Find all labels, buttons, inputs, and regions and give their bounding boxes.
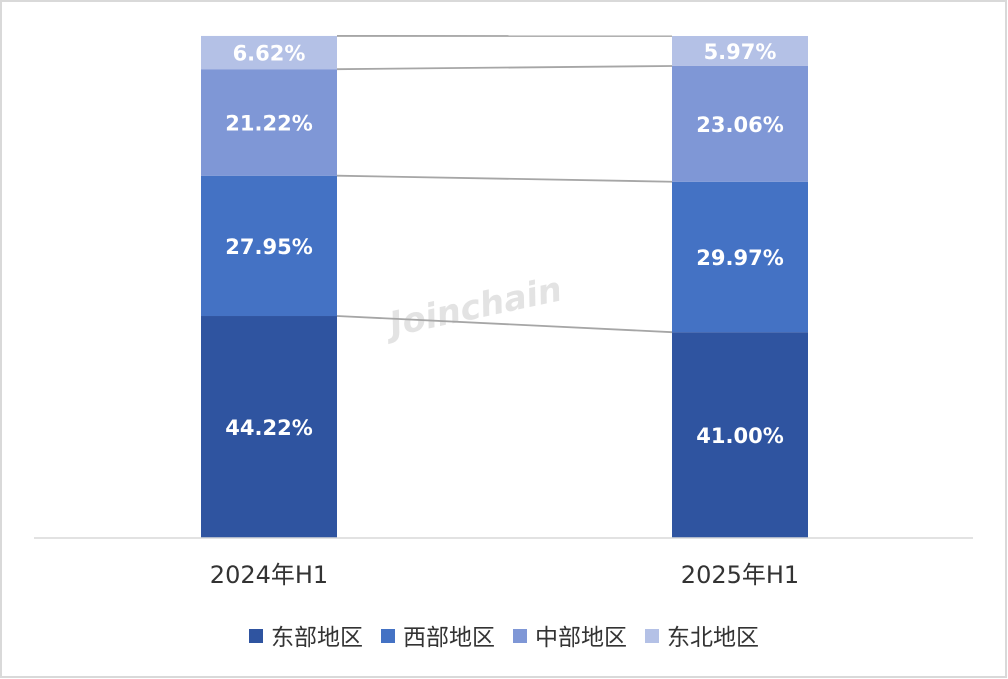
data-label: 41.00% [696,424,783,448]
category-label: 2024年H1 [210,561,328,589]
legend: 东部地区 西部地区 中部地区 东北地区 [249,625,759,651]
legend-swatch [381,629,395,643]
legend-item: 东部地区 [249,625,363,651]
category-labels-group: 2024年H1 2025年H1 [210,561,799,589]
bars-group [201,35,808,538]
series-connector-line [336,65,673,71]
bar-segment [201,175,337,317]
data-label: 44.22% [225,416,312,440]
data-label: 29.97% [696,246,783,270]
bar-segment [201,69,337,176]
legend-item: 东北地区 [645,625,759,651]
legend-label: 东北地区 [667,625,759,651]
legend-swatch [513,629,527,643]
legend-item: 中部地区 [513,625,627,651]
legend-item: 西部地区 [381,625,495,651]
data-labels-group: 44.22% 27.95% 21.22% 6.62% 41.00% 29.97% 23.06… [225,40,783,448]
data-label: 27.95% [225,235,312,259]
category-label: 2025年H1 [681,561,799,589]
bar-segment [672,65,808,182]
data-label: 23.06% [696,113,783,137]
data-label: 21.22% [225,111,312,135]
series-connector-line [336,315,673,334]
data-label: 5.97% [704,40,777,64]
bar-segment [672,332,808,538]
bar-segment [201,316,337,538]
legend-swatch [249,629,263,643]
series-connector-lines [336,35,673,334]
data-label: 6.62% [233,42,306,66]
bar-segment [201,35,337,70]
legend-swatch [645,629,659,643]
bar-segment [672,181,808,333]
legend-label: 中部地区 [535,625,627,651]
legend-label: 西部地区 [403,625,495,651]
series-connector-line [336,174,673,183]
legend-label: 东部地区 [271,625,363,651]
bar-segment [672,36,808,66]
